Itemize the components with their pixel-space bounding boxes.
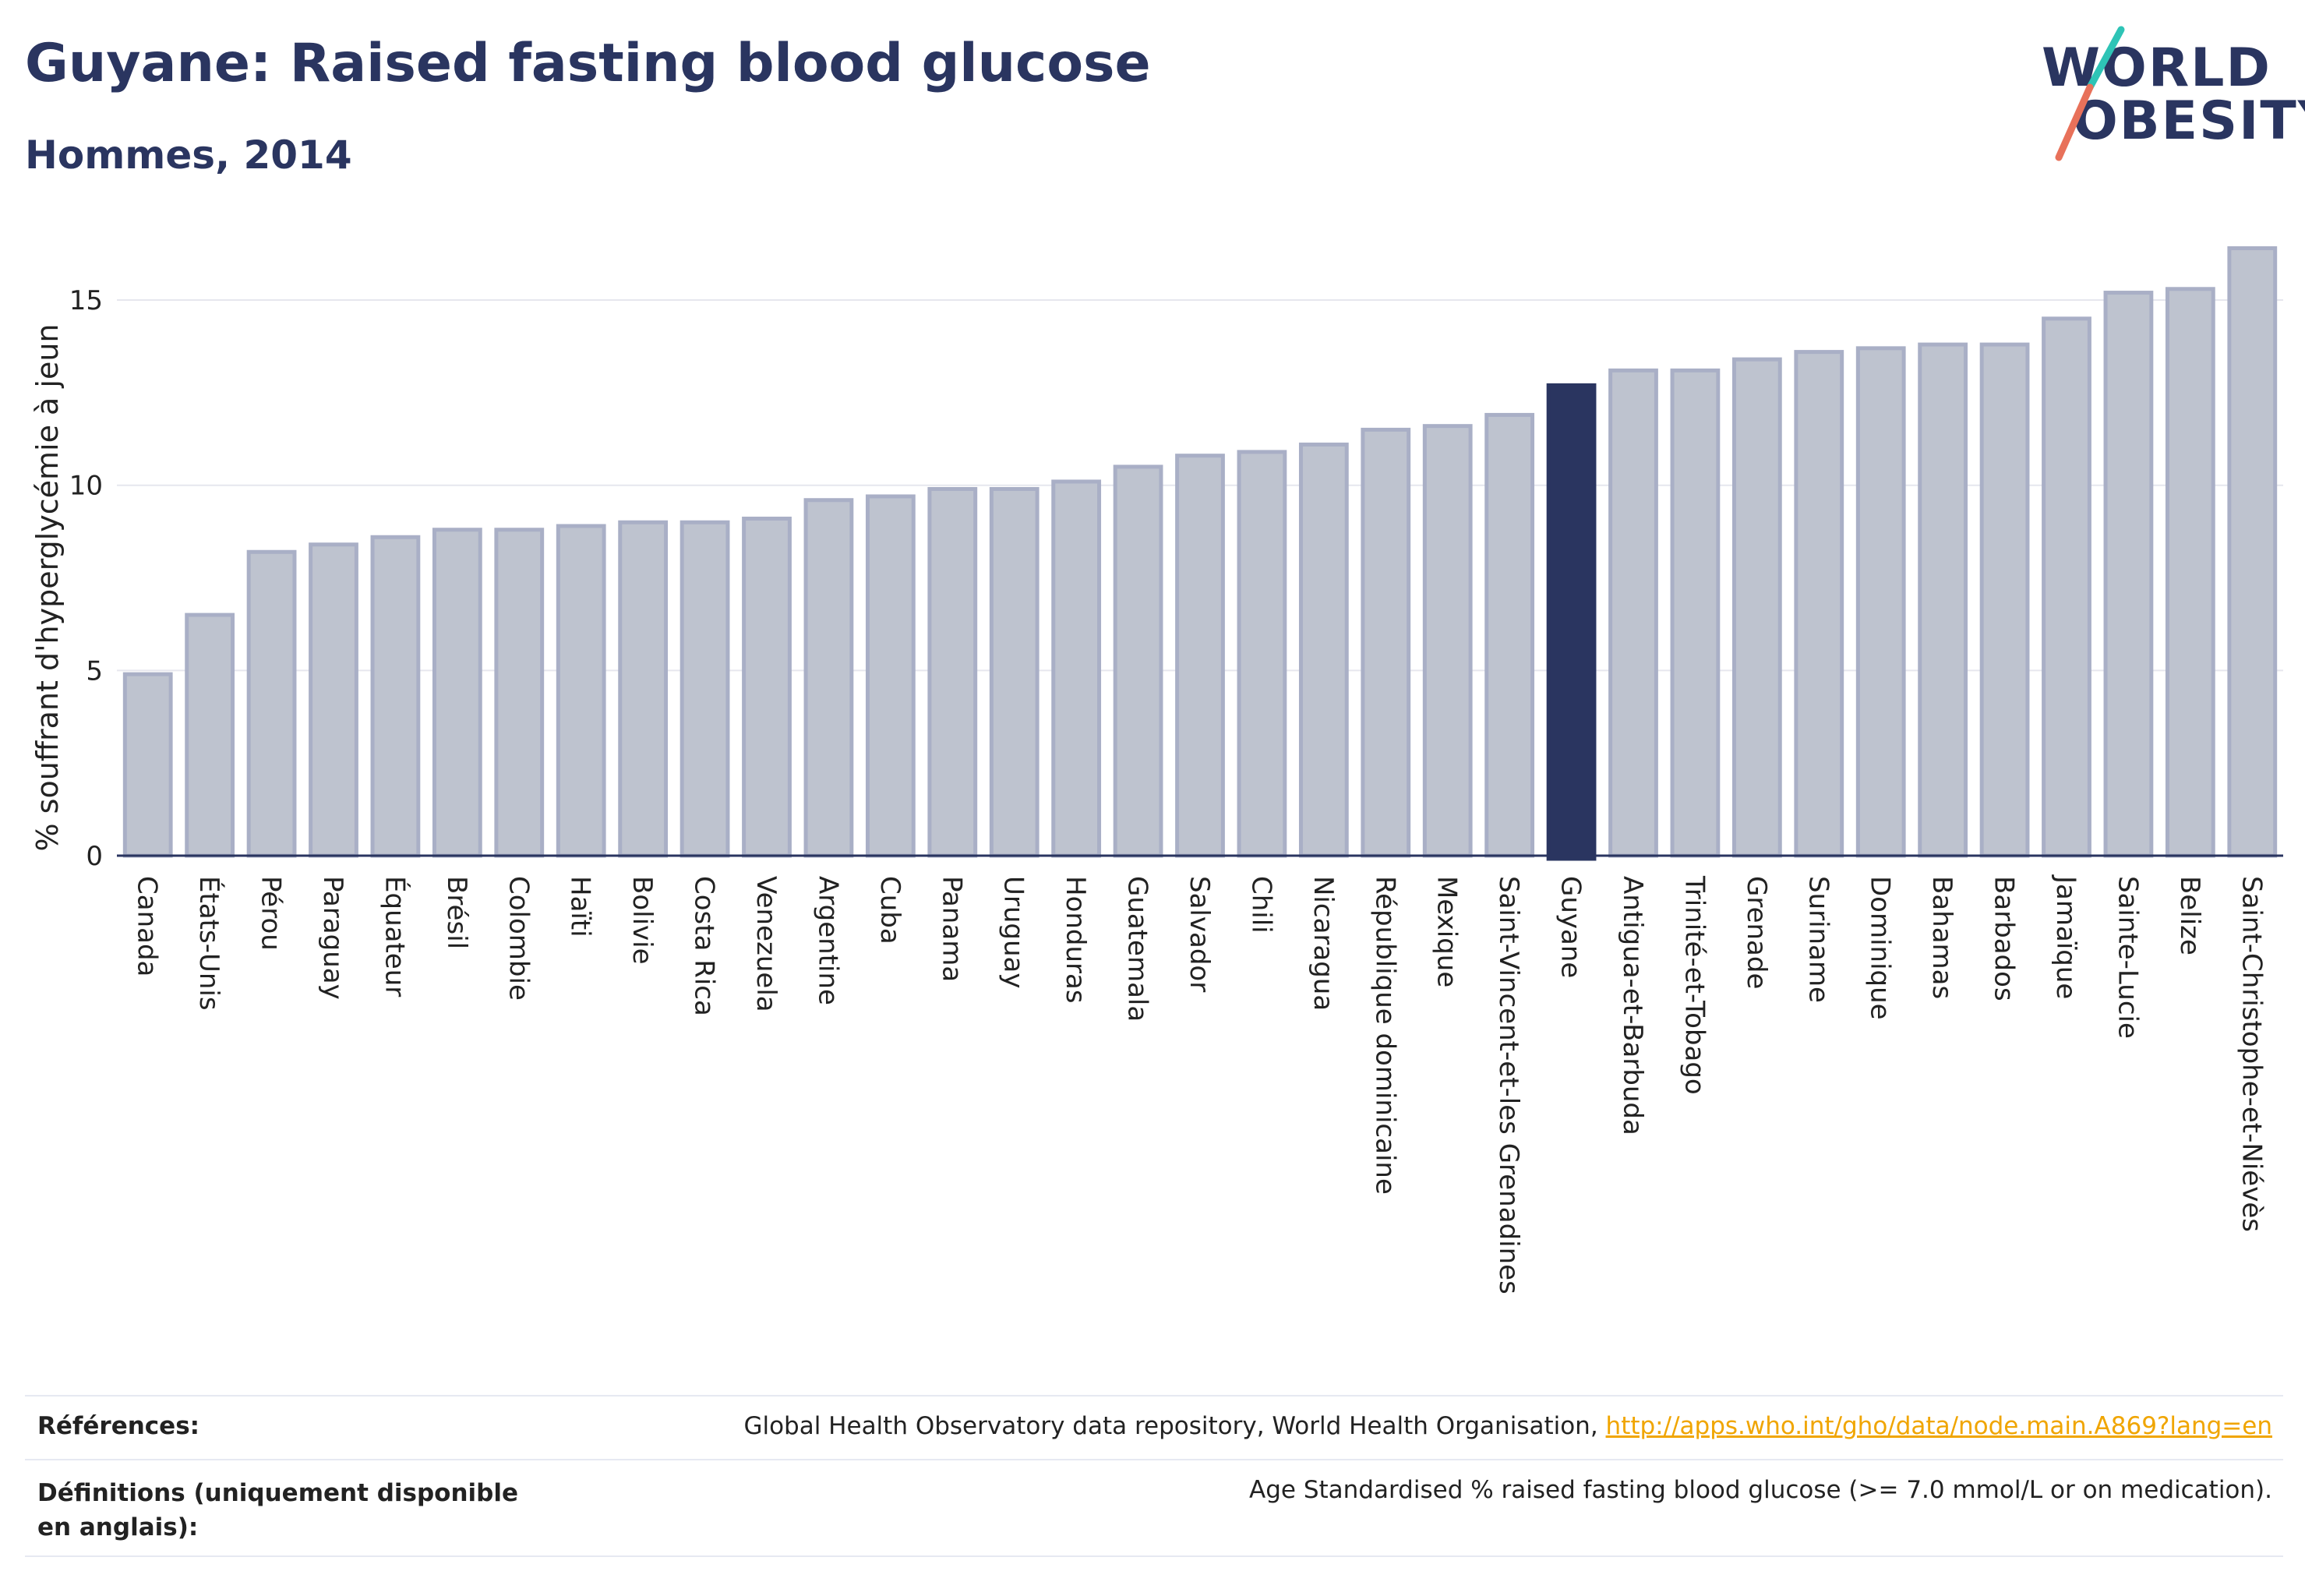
x-tick-label: Bahamas: [1926, 876, 1957, 999]
x-tick-label: Saint-Vincent-et-les Grenadines: [1493, 876, 1524, 1294]
x-tick-label: Haïti: [565, 876, 596, 937]
x-tick-label: Pérou: [256, 876, 287, 951]
x-tick-label: Grenade: [1741, 876, 1772, 989]
definitions-value: Age Standardised % raised fasting blood …: [1249, 1476, 2272, 1504]
bar: [1298, 442, 1349, 858]
x-tick-label: Salvador: [1184, 876, 1215, 992]
x-tick-label: Uruguay: [998, 876, 1029, 989]
x-tick-label: Saint-Christophe-et-Niévès: [2236, 876, 2267, 1232]
bar: [2227, 246, 2278, 858]
x-tick-label: Jamaïque: [2050, 874, 2081, 999]
x-tick-label: Costa Rica: [689, 876, 720, 1016]
bar: [2165, 287, 2215, 858]
bar: [742, 516, 792, 858]
bar: [1546, 383, 1597, 861]
bar: [1731, 357, 1782, 858]
bar: [122, 672, 173, 858]
x-tick-label: République dominicaine: [1369, 876, 1400, 1195]
x-tick-label: États-Unis: [193, 876, 225, 1011]
bar: [927, 486, 978, 858]
definitions-label: Définitions (uniquement disponible en an…: [37, 1479, 519, 1541]
y-tick-label: 15: [69, 285, 103, 316]
x-tick-label: Mexique: [1431, 876, 1463, 987]
bar: [1794, 350, 1844, 858]
x-tick-label: Honduras: [1060, 876, 1091, 1004]
x-tick-label: Dominique: [1865, 876, 1896, 1020]
x-tick-label: Venezuela: [750, 876, 782, 1012]
logo-word-2: OBESITY: [2073, 90, 2305, 152]
x-tick-label: Paraguay: [317, 876, 348, 1000]
bar: [1175, 454, 1225, 858]
x-tick-label: Sainte-Lucie: [2112, 876, 2143, 1039]
y-axis-label: % souffrant d'hyperglycémie à jeun: [30, 323, 65, 851]
bar: [1484, 412, 1535, 858]
logo-slash-icon: [2055, 26, 2125, 161]
bar: [1608, 368, 1658, 858]
x-tick-label: Équateur: [379, 876, 411, 997]
bar: [1113, 464, 1163, 858]
bar: [989, 486, 1040, 858]
bar: [865, 494, 916, 858]
bar: [2103, 291, 2154, 858]
x-tick-label: Panama: [936, 876, 967, 982]
world-obesity-logo: WORLD OBESITY: [2018, 23, 2305, 171]
y-tick-label: 10: [69, 471, 103, 502]
x-tick-label: Antigua-et-Barbuda: [1617, 876, 1648, 1135]
bar: [1979, 342, 2030, 858]
footer-divider-middle: [25, 1459, 2283, 1460]
references-value: Global Health Observatory data repositor…: [743, 1412, 2272, 1440]
bar: [556, 524, 606, 858]
bar: [432, 528, 482, 858]
y-tick-label: 5: [86, 655, 103, 687]
bar: [679, 520, 730, 858]
x-tick-label: Belize: [2174, 876, 2205, 955]
x-tick-label: Colombie: [503, 876, 534, 1001]
footer-divider-top: [25, 1395, 2283, 1396]
x-tick-label: Bolivie: [627, 876, 658, 965]
bar: [1361, 427, 1411, 858]
references-link[interactable]: http://apps.who.int/gho/data/node.main.A…: [1605, 1412, 2272, 1440]
bar: [1422, 424, 1473, 858]
logo-word-1: WORLD: [2042, 37, 2271, 99]
x-tick-label: Trinité-et-Tobago: [1678, 875, 1710, 1095]
bar: [185, 613, 235, 858]
x-tick-label: Nicaragua: [1308, 876, 1339, 1011]
bar: [1918, 342, 1968, 858]
bar: [370, 535, 421, 858]
bar: [1051, 479, 1102, 858]
chart-title: Guyane: Raised fasting blood glucose: [25, 33, 1151, 94]
bar: [803, 498, 854, 858]
x-tick-label: Brésil: [441, 876, 472, 949]
x-tick-label: Guyane: [1555, 876, 1587, 978]
x-tick-label: Cuba: [874, 876, 905, 945]
chart-subtitle: Hommes, 2014: [25, 132, 352, 178]
x-tick-label: Argentine: [812, 876, 843, 1005]
references-row: Références: Global Health Observatory da…: [25, 1412, 2283, 1459]
bar: [618, 520, 669, 858]
bar-chart: 0 5 10 15% souffrant d'hyperglycémie à jeun…: [30, 246, 2283, 1294]
definitions-row: Définitions (uniquement disponible en an…: [25, 1476, 2283, 1554]
bar: [494, 528, 545, 858]
bar: [1237, 450, 1287, 858]
bar: [1855, 346, 1906, 858]
bar: [2042, 316, 2091, 858]
bar: [246, 549, 297, 858]
x-tick-label: Barbados: [1989, 876, 2020, 1001]
footer-divider-bottom: [25, 1555, 2283, 1557]
x-tick-label: Suriname: [1802, 876, 1834, 1003]
bar: [309, 542, 358, 858]
x-tick-label: Canada: [132, 876, 163, 976]
bar: [1670, 368, 1721, 858]
x-tick-label: Guatemala: [1122, 876, 1153, 1022]
references-label: Références:: [37, 1412, 200, 1440]
references-text: Global Health Observatory data repositor…: [743, 1412, 1606, 1440]
x-tick-label: Chili: [1245, 876, 1276, 934]
y-tick-label: 0: [86, 841, 103, 872]
